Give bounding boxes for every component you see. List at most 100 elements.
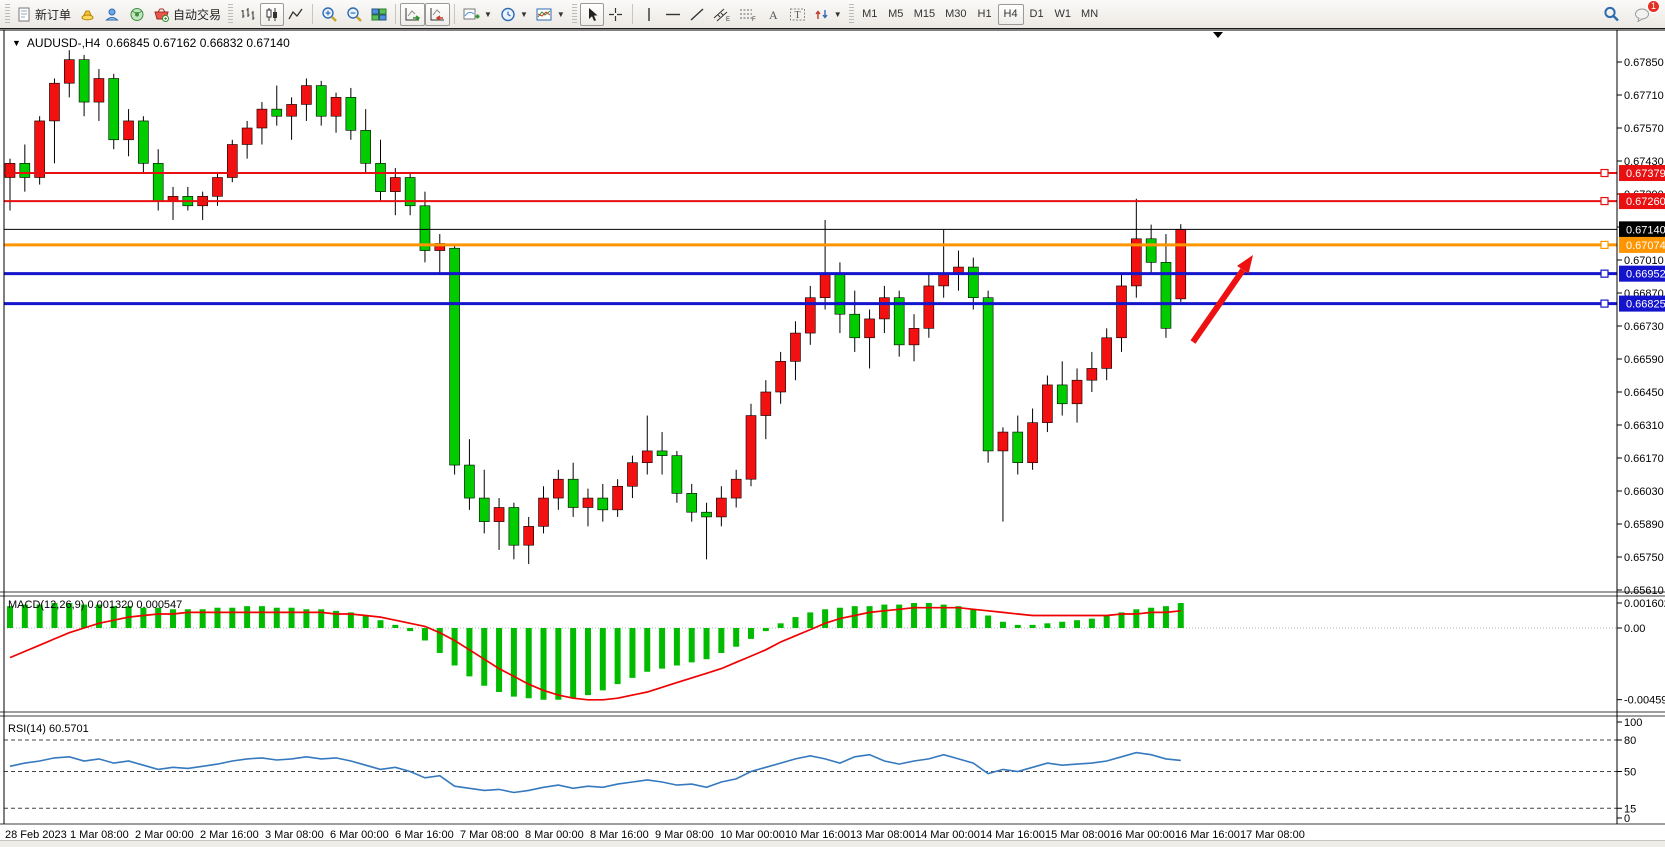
horizontal-line-tool-button[interactable] bbox=[661, 3, 685, 26]
chart-shift-button[interactable] bbox=[425, 2, 451, 26]
periods-button[interactable]: ▼ bbox=[496, 3, 532, 26]
time-axis-label: 6 Mar 16:00 bbox=[395, 829, 454, 841]
price-axis-label: 0.65750 bbox=[1624, 552, 1664, 564]
time-axis-label: 16 Mar 00:00 bbox=[1110, 829, 1175, 841]
auto-scroll-button[interactable] bbox=[400, 2, 426, 26]
status-bar bbox=[0, 840, 1665, 847]
hline-handle[interactable] bbox=[1600, 196, 1609, 206]
text-label-icon: T bbox=[789, 8, 805, 21]
candle-body bbox=[627, 462, 638, 487]
timeframe-m30-button[interactable]: M30 bbox=[940, 4, 971, 25]
hline-handle[interactable] bbox=[1600, 168, 1609, 178]
equidistant-channel-tool-button[interactable]: E bbox=[709, 3, 735, 26]
rsi-line bbox=[9, 751, 1181, 794]
toolbar-grip[interactable] bbox=[571, 4, 577, 24]
channel-icon: E bbox=[713, 8, 730, 22]
trendline-tool-button[interactable] bbox=[685, 3, 709, 26]
timeframe-m15-button[interactable]: M15 bbox=[909, 4, 940, 25]
hline-handle[interactable] bbox=[1600, 269, 1609, 278]
price-axis-label: 0.67010 bbox=[1624, 255, 1664, 267]
autotrading-icon bbox=[154, 8, 170, 22]
rsi-axis-label: 80 bbox=[1624, 735, 1636, 747]
timeframe-w1-button[interactable]: W1 bbox=[1050, 4, 1077, 25]
candle-body bbox=[849, 313, 861, 339]
price-badge bbox=[1619, 221, 1665, 238]
chart-shift-marker[interactable] bbox=[1213, 32, 1223, 38]
chart-shift-icon bbox=[430, 7, 445, 21]
candle-body bbox=[49, 82, 60, 122]
market-button[interactable] bbox=[75, 3, 100, 26]
price-axis-label: 0.65610 bbox=[1624, 585, 1664, 597]
timeframe-m5-button[interactable]: M5 bbox=[883, 4, 909, 25]
price-axis-label: 0.65890 bbox=[1624, 519, 1664, 531]
time-axis-label: 8 Mar 00:00 bbox=[525, 829, 584, 841]
tile-windows-button[interactable] bbox=[367, 3, 391, 26]
vertical-line-tool-button[interactable] bbox=[637, 3, 661, 26]
zoom-in-button[interactable] bbox=[317, 3, 342, 26]
toolbar-grip[interactable] bbox=[848, 4, 854, 24]
vertical-line-icon bbox=[648, 7, 650, 21]
zoom-in-icon bbox=[322, 7, 337, 22]
zoom-out-button[interactable] bbox=[342, 3, 367, 26]
time-axis-label: 8 Mar 16:00 bbox=[590, 829, 649, 841]
timeframe-h4-button[interactable]: H4 bbox=[997, 3, 1024, 25]
auto-scroll-icon bbox=[405, 7, 421, 21]
timeframe-h1-button[interactable]: H1 bbox=[972, 4, 998, 25]
arrows-tool-button[interactable]: ▼ bbox=[810, 3, 846, 26]
candle-body bbox=[686, 493, 698, 513]
horizontal-line-icon bbox=[665, 13, 680, 15]
signals-button[interactable] bbox=[125, 3, 149, 26]
price-badge bbox=[1619, 295, 1665, 312]
search-button[interactable] bbox=[1599, 3, 1624, 26]
macd-axis-label: 0.00 bbox=[1624, 623, 1645, 635]
chart-symbol-period: AUDUSD-,H4 bbox=[26, 36, 101, 50]
line-chart-button[interactable] bbox=[284, 3, 308, 26]
candle-body bbox=[567, 478, 579, 508]
candlestick-chart-button[interactable] bbox=[260, 2, 285, 26]
dropdown-caret-icon: ▼ bbox=[519, 9, 528, 19]
candle-body bbox=[923, 285, 935, 329]
candle-body bbox=[1160, 262, 1172, 329]
time-axis-label: 9 Mar 08:00 bbox=[655, 829, 714, 841]
annotation-arrow-shaft[interactable] bbox=[1190, 268, 1246, 344]
candle-body bbox=[212, 177, 223, 197]
text-tool-button[interactable]: A bbox=[761, 3, 785, 26]
svg-text:F: F bbox=[752, 17, 756, 22]
timeframe-mn-button[interactable]: MN bbox=[1076, 4, 1103, 25]
new-order-label: 新订单 bbox=[35, 7, 72, 22]
tile-windows-icon bbox=[371, 8, 387, 20]
text-label-tool-button[interactable]: T bbox=[785, 3, 810, 26]
price-axis-label: 0.66450 bbox=[1624, 387, 1664, 399]
price-badge-label: 0.67379 bbox=[1626, 168, 1665, 180]
bar-chart-button[interactable] bbox=[236, 3, 260, 26]
hline-handle[interactable] bbox=[1600, 299, 1609, 308]
annotation-arrow-head[interactable] bbox=[1237, 255, 1253, 274]
templates-button[interactable]: ▼ bbox=[532, 3, 569, 26]
timeframe-m1-button[interactable]: M1 bbox=[857, 4, 883, 25]
candle-body bbox=[641, 450, 653, 464]
hline-handle[interactable] bbox=[1600, 240, 1609, 250]
community-button[interactable] bbox=[100, 3, 125, 26]
fibonacci-tool-button[interactable]: F bbox=[735, 3, 761, 26]
price-axis-label: 0.67430 bbox=[1624, 156, 1664, 168]
timeframe-d1-button[interactable]: D1 bbox=[1024, 4, 1050, 25]
candle-body bbox=[938, 273, 949, 287]
autotrading-button[interactable]: 自动交易 bbox=[149, 3, 225, 26]
crosshair-button[interactable] bbox=[604, 3, 628, 26]
time-axis-label: 7 Mar 08:00 bbox=[460, 829, 519, 841]
time-axis-label: 15 Mar 08:00 bbox=[1045, 829, 1110, 841]
toolbar-grip[interactable] bbox=[5, 4, 10, 24]
dropdown-caret-icon: ▼ bbox=[556, 9, 565, 19]
candle-body bbox=[879, 297, 890, 320]
indicators-button[interactable]: ▼ bbox=[459, 3, 496, 26]
candle-body bbox=[345, 97, 357, 131]
candlestick-chart-icon bbox=[266, 7, 278, 21]
text-icon: A bbox=[769, 8, 778, 22]
new-order-button[interactable]: 新订单 bbox=[13, 3, 75, 26]
chart-ohlc-readout: 0.66845 0.67162 0.66832 0.67140 bbox=[106, 36, 290, 50]
notifications-button[interactable]: 1 bbox=[1630, 0, 1660, 26]
cursor-button[interactable] bbox=[579, 2, 604, 26]
time-axis-label: 10 Mar 00:00 bbox=[720, 829, 785, 841]
toolbar-grip[interactable] bbox=[228, 4, 234, 24]
svg-text:E: E bbox=[726, 17, 730, 22]
